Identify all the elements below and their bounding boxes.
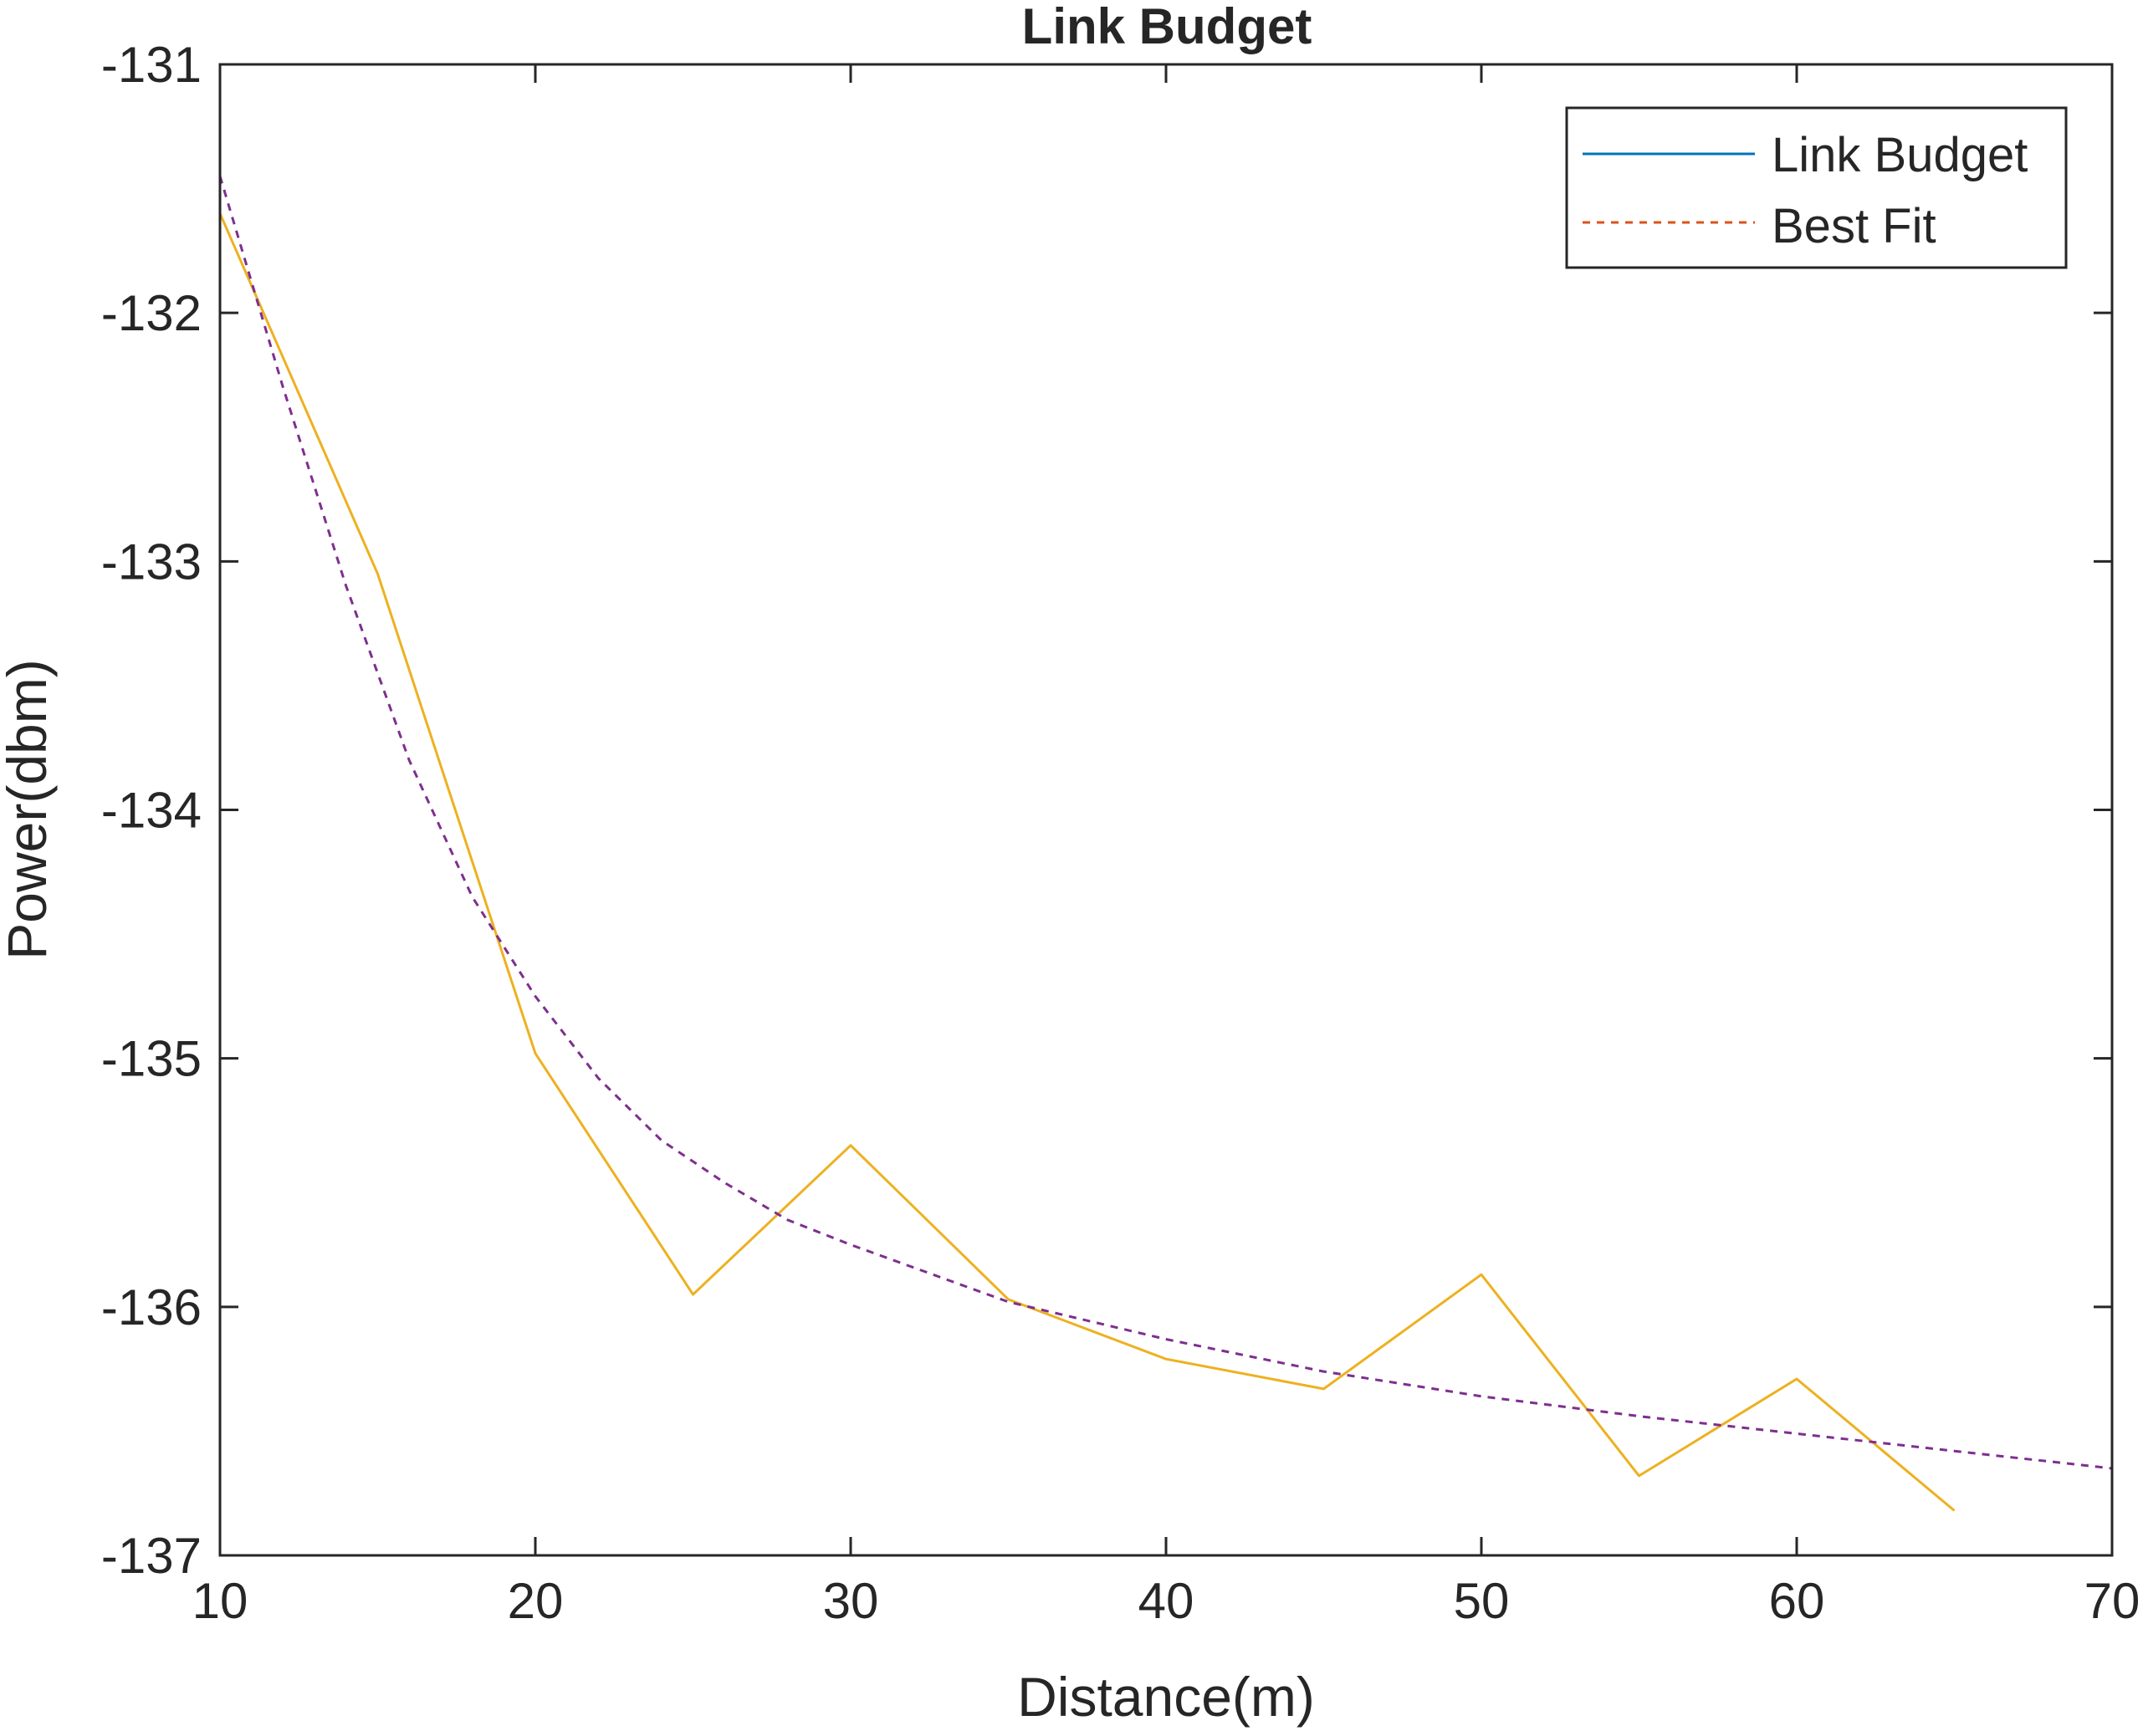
legend-label-link-budget: Link Budget	[1772, 128, 2028, 182]
legend-label-best-fit: Best Fit	[1772, 199, 1936, 253]
y-tick-label: -131	[101, 37, 202, 93]
x-tick-label: 10	[192, 1573, 248, 1629]
series-line-best-fit	[218, 176, 2113, 1470]
x-tick-label: 70	[2084, 1573, 2140, 1629]
legend-box	[1565, 106, 2068, 269]
y-tick-label: -137	[101, 1528, 202, 1584]
ticks-layer: 10 20 30 40 50 60 70 -131 -132 -133 -134 -135 -136 -1…	[101, 37, 2140, 1629]
x-tick-label: 30	[823, 1573, 879, 1629]
series-layer	[218, 176, 2113, 1512]
y-tick-label: -136	[101, 1279, 202, 1335]
y-tick-label: -134	[101, 783, 202, 839]
y-tick-label: -135	[101, 1031, 202, 1087]
x-tick-label: 60	[1769, 1573, 1825, 1629]
y-tick-label: -133	[101, 534, 202, 590]
chart-title: Link Budget	[1022, 0, 1312, 54]
x-tick-label: 40	[1138, 1573, 1194, 1629]
y-axis-label: Power(dbm)	[0, 659, 58, 959]
x-tick-label: 20	[508, 1573, 564, 1629]
x-axis-label: Distance(m)	[1017, 1666, 1315, 1728]
series-line-link-budget	[218, 212, 1956, 1512]
plot-area	[220, 64, 2112, 1555]
x-tick-label: 50	[1454, 1573, 1510, 1629]
legend: Link Budget Best Fit	[1565, 106, 2068, 269]
y-tick-label: -132	[101, 285, 202, 341]
